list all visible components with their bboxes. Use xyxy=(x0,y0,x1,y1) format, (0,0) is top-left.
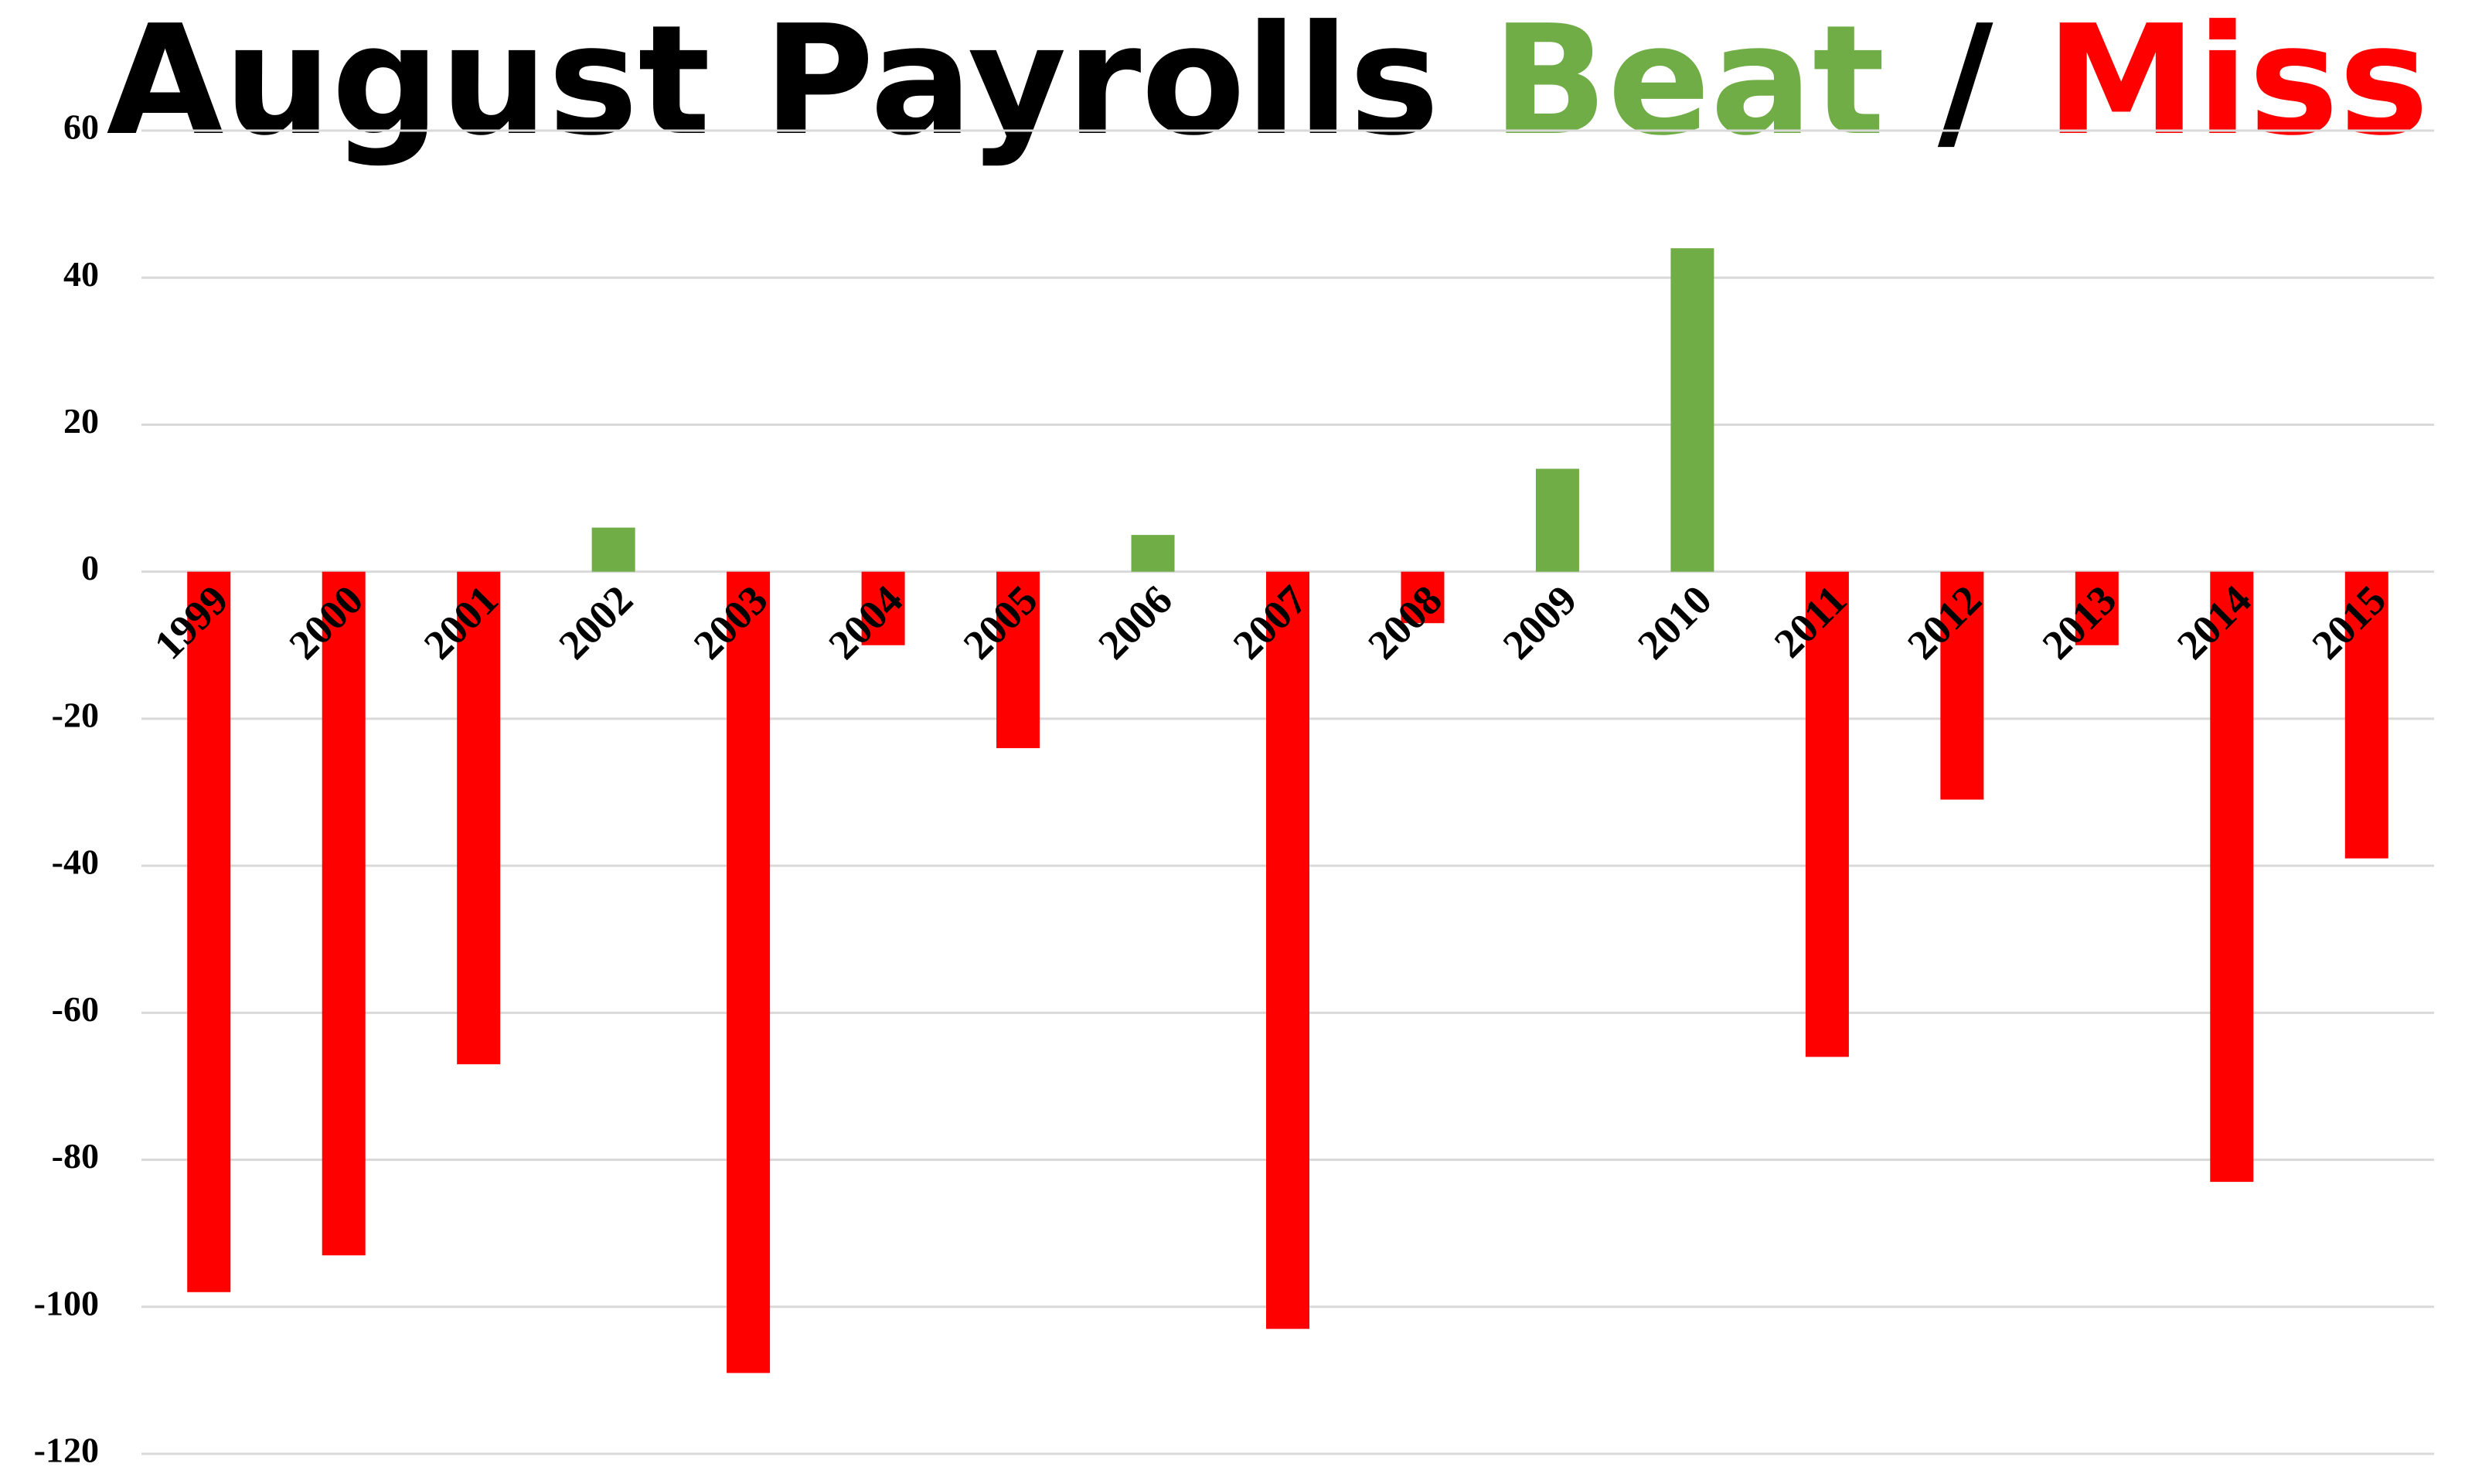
bar xyxy=(1266,571,1309,1329)
y-tick-label: -100 xyxy=(34,1283,99,1322)
bar xyxy=(996,571,1040,748)
bar xyxy=(861,571,905,645)
y-tick-label: -20 xyxy=(52,695,99,734)
bar xyxy=(727,571,771,1373)
y-tick-label: 60 xyxy=(63,107,99,147)
bar xyxy=(1401,571,1445,624)
bar xyxy=(187,571,231,1292)
x-tick-label: 2009 xyxy=(1494,577,1586,669)
y-tick-label: -40 xyxy=(52,842,99,882)
bar xyxy=(322,571,366,1256)
bar xyxy=(1805,571,1849,1057)
x-tick-label: 2010 xyxy=(1629,577,1721,669)
title-part: Miss xyxy=(2046,0,2429,169)
y-tick-label: -80 xyxy=(52,1136,99,1176)
bar xyxy=(1940,571,1984,800)
bar xyxy=(2344,571,2388,859)
y-tick-label: -60 xyxy=(52,989,99,1029)
y-tick-label: 0 xyxy=(81,548,99,587)
bar xyxy=(2210,571,2254,1183)
bar xyxy=(2075,571,2119,645)
bar xyxy=(1535,468,1579,572)
bar xyxy=(1131,535,1175,572)
y-tick-label: -120 xyxy=(34,1431,99,1470)
bar xyxy=(1670,248,1714,572)
chart-title: August Payrolls Beat / Miss xyxy=(107,0,2429,169)
x-tick-label: 2002 xyxy=(550,577,642,669)
y-tick-label: 40 xyxy=(63,254,99,294)
bar xyxy=(591,527,635,572)
title-part: / xyxy=(1938,0,1993,169)
title-part: Beat xyxy=(1492,0,1884,169)
x-tick-label: 2006 xyxy=(1089,577,1181,669)
bar xyxy=(457,571,501,1064)
title-part: August Payrolls xyxy=(107,0,1439,169)
y-tick-label: 20 xyxy=(63,401,99,441)
